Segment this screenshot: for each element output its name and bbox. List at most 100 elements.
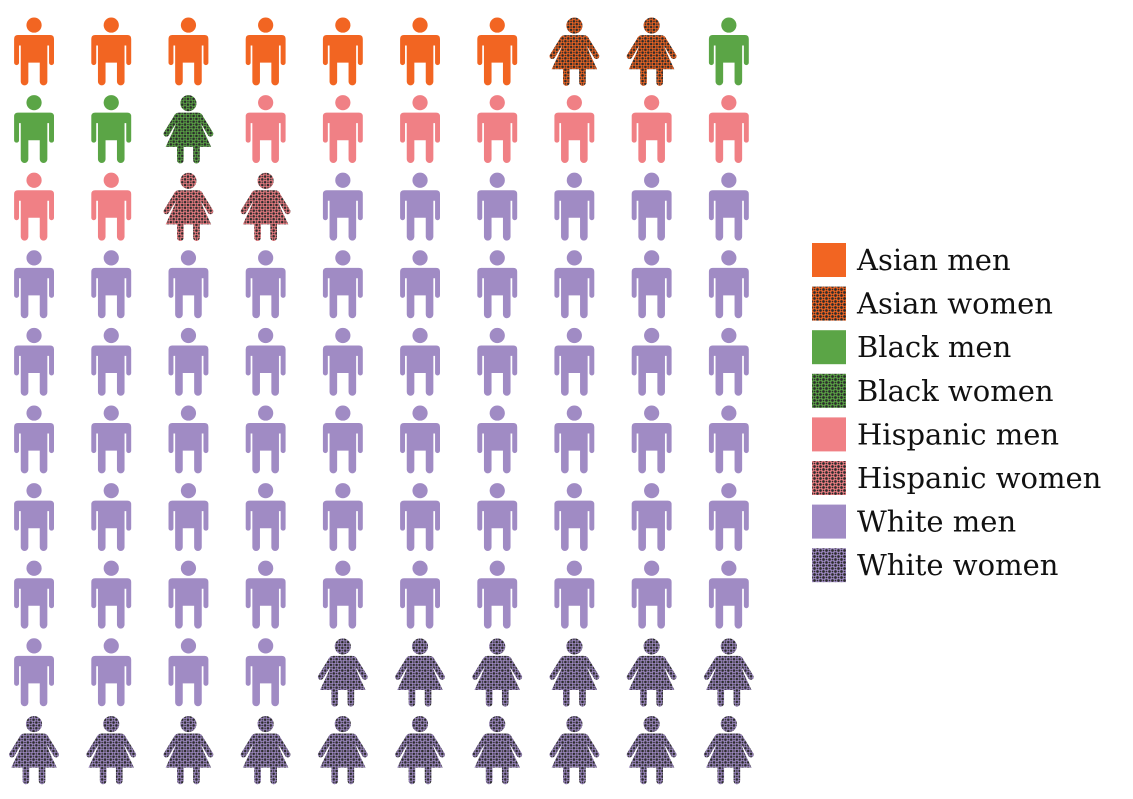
icon-black-men-10 — [708, 17, 749, 86]
icon-hispanic-men-21 — [14, 172, 55, 241]
icon-white-men-46 — [400, 327, 440, 396]
icon-hispanic-men-15 — [322, 95, 363, 163]
icon-white-men-44 — [245, 327, 286, 396]
icon-white-men-80 — [708, 560, 749, 629]
icon-hispanic-men-16 — [400, 95, 440, 163]
legend-swatch-hispanic-men — [812, 417, 846, 452]
icon-white-men-64 — [245, 483, 286, 551]
icon-white-men-61 — [14, 483, 55, 551]
legend-label-hispanic-men: Hispanic men — [857, 417, 1059, 451]
icon-hispanic-women-24 — [240, 172, 291, 242]
icon-white-men-26 — [400, 172, 440, 241]
icon-white-women-86 — [395, 638, 445, 707]
icon-asian-men-1 — [14, 17, 55, 86]
icon-asian-men-3 — [168, 17, 209, 86]
icon-hispanic-women-23 — [163, 172, 214, 242]
icon-white-men-43 — [168, 327, 209, 396]
icon-hispanic-men-19 — [631, 95, 672, 163]
icon-white-men-58 — [554, 405, 595, 474]
icon-white-women-94 — [240, 715, 291, 785]
legend-label-asian-women: Asian women — [856, 287, 1053, 321]
icon-white-men-52 — [91, 405, 132, 474]
icon-white-men-71 — [14, 560, 55, 629]
legend-swatch-hispanic-women — [812, 461, 846, 495]
icon-white-men-59 — [631, 405, 672, 474]
icon-white-men-84 — [245, 638, 286, 707]
icon-white-men-37 — [477, 250, 518, 319]
icon-white-men-39 — [631, 250, 672, 319]
icon-asian-men-2 — [91, 17, 132, 86]
icon-white-women-96 — [395, 715, 445, 785]
icon-white-men-74 — [245, 560, 286, 629]
icon-white-men-82 — [91, 638, 132, 707]
legend-swatch-asian-men — [812, 243, 846, 277]
legend-swatch-black-men — [812, 330, 846, 365]
icon-white-men-56 — [400, 405, 440, 474]
icon-white-men-55 — [322, 405, 363, 474]
icon-white-men-28 — [554, 172, 595, 241]
icon-white-men-81 — [14, 638, 55, 707]
legend-label-hispanic-women: Hispanic women — [857, 461, 1101, 495]
icon-black-men-12 — [91, 95, 132, 163]
icon-white-men-76 — [400, 560, 440, 629]
icon-white-men-69 — [631, 483, 672, 551]
legend-swatch-white-men — [812, 504, 846, 539]
icon-black-women-13 — [163, 95, 214, 164]
icon-white-men-78 — [554, 560, 595, 629]
icon-white-men-65 — [322, 483, 363, 551]
icon-white-men-48 — [554, 327, 595, 396]
icon-white-men-79 — [631, 560, 672, 629]
icon-white-men-75 — [322, 560, 363, 629]
icon-white-men-54 — [245, 405, 286, 474]
icon-white-women-89 — [626, 638, 677, 707]
icon-white-women-98 — [549, 715, 600, 785]
icon-asian-men-4 — [245, 17, 286, 86]
icon-white-women-95 — [317, 715, 368, 785]
icon-white-men-30 — [708, 172, 749, 241]
legend: Asian men Asian women Black men Black women… — [812, 243, 1101, 583]
icon-white-men-27 — [477, 172, 518, 241]
icon-white-women-97 — [472, 715, 523, 785]
icon-white-men-32 — [91, 250, 132, 319]
icon-hispanic-men-18 — [554, 95, 595, 163]
icon-grid — [9, 17, 754, 785]
icon-white-men-47 — [477, 327, 518, 396]
icon-white-women-100 — [703, 715, 754, 785]
icon-white-men-83 — [168, 638, 209, 707]
icon-white-women-87 — [472, 638, 523, 707]
icon-asian-men-5 — [322, 17, 363, 86]
icon-white-women-90 — [703, 638, 754, 707]
icon-white-women-91 — [9, 715, 59, 785]
icon-white-men-77 — [477, 560, 518, 629]
icon-white-men-40 — [708, 250, 749, 319]
legend-label-black-men: Black men — [857, 330, 1011, 364]
icon-white-men-66 — [400, 483, 440, 551]
icon-hispanic-men-22 — [91, 172, 132, 241]
icon-white-women-93 — [163, 715, 214, 785]
icon-black-men-11 — [14, 95, 55, 163]
legend-swatch-asian-women — [812, 286, 846, 321]
icon-white-men-73 — [168, 560, 209, 629]
icon-white-men-63 — [168, 483, 209, 551]
icon-white-men-35 — [322, 250, 363, 319]
icon-asian-women-8 — [549, 17, 600, 86]
icon-white-men-34 — [245, 250, 286, 319]
legend-swatch-black-women — [812, 373, 846, 408]
legend-label-white-men: White men — [857, 505, 1016, 539]
icon-white-men-57 — [477, 405, 518, 474]
icon-white-men-67 — [477, 483, 518, 551]
icon-hispanic-men-17 — [477, 95, 518, 163]
icon-white-women-85 — [317, 638, 368, 707]
icon-white-men-41 — [14, 327, 55, 396]
icon-white-men-29 — [631, 172, 672, 241]
icon-white-men-60 — [708, 405, 749, 474]
icon-asian-women-9 — [626, 17, 677, 86]
icon-white-men-70 — [708, 483, 749, 551]
icon-asian-men-7 — [477, 17, 518, 86]
icon-white-women-88 — [549, 638, 600, 707]
icon-white-men-45 — [322, 327, 363, 396]
icon-white-men-50 — [708, 327, 749, 396]
icon-white-men-72 — [91, 560, 132, 629]
icon-white-men-25 — [322, 172, 363, 241]
